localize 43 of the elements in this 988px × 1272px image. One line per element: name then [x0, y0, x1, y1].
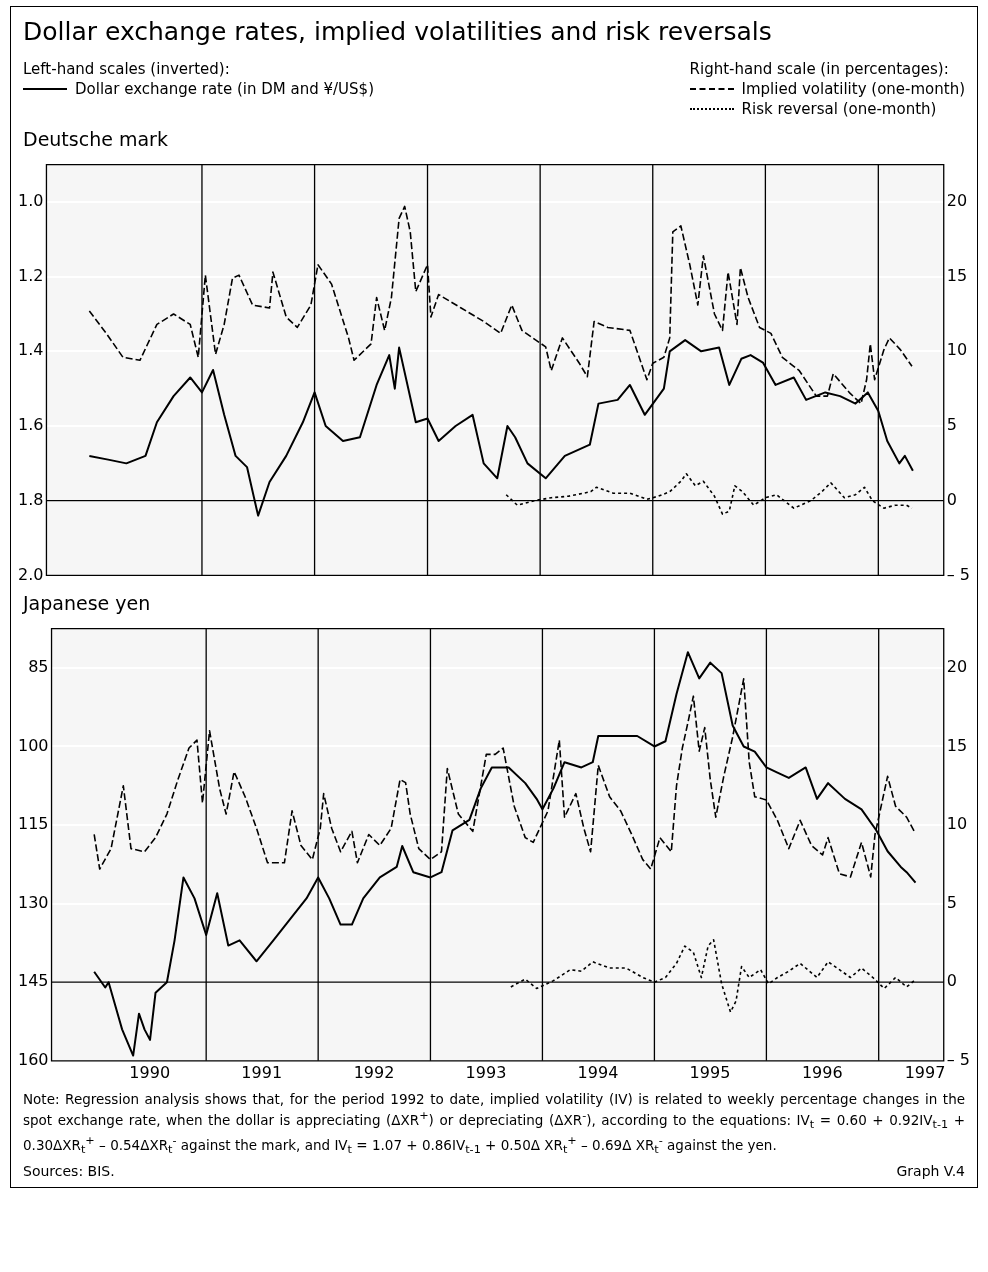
- y2-tick-label: 20: [946, 191, 968, 211]
- y2-tick-label: 5: [946, 415, 957, 435]
- x-tick-label: 1991: [241, 1062, 283, 1082]
- y-tick-label: 2.0: [17, 564, 44, 584]
- text: Right-hand scale (in percentages):: [689, 60, 950, 78]
- legend-label: Implied volatility (one-month): [741, 80, 965, 98]
- y2-tick-label: 15: [946, 265, 968, 285]
- legend-title: Left-hand scales (inverted):: [23, 60, 231, 78]
- y-tick-label: 1.0: [17, 191, 44, 211]
- y2-tick-label: 10: [946, 814, 968, 834]
- x-tick-label: 1995: [689, 1062, 731, 1082]
- y2-tick-label: – 5: [946, 1049, 970, 1069]
- y-tick-label: 130: [17, 892, 49, 912]
- chart-subtitle: Deutsche mark: [22, 127, 169, 152]
- y2-tick-label: 10: [946, 340, 968, 360]
- chart-title: Japanese yen: [21, 591, 152, 616]
- y-tick-label: 1.6: [17, 415, 44, 435]
- y-tick-label: 1.8: [17, 489, 44, 509]
- x-tick-label: 1997: [904, 1062, 946, 1082]
- y2-tick-label: 20: [946, 657, 968, 677]
- y-tick-label: 160: [17, 1049, 49, 1069]
- x-tick-label: 1994: [577, 1062, 619, 1082]
- legend-label: Risk reversal (one-month): [741, 100, 937, 118]
- y-tick-label: 1.4: [17, 340, 44, 360]
- chart-title: Dollar exchange rates, implied volatilities and risk reversals: [22, 16, 773, 48]
- y-tick-label: 100: [17, 735, 49, 755]
- text: Graph V.4: [896, 1162, 965, 1179]
- y-tick-label: 85: [28, 657, 49, 677]
- x-tick-label: 1990: [129, 1062, 171, 1082]
- text: Note: Regression analysis shows that, for the period 1992 to date, implied volatility (IV) is related to weekly percentage changes in the spot exchange rate, when the dollar is appreciating (ΔXR$^{+}$) or depreciating (ΔXR$^{-}$), according to the equations: IV$_{t}$ = 0.60 + 0.92IV$_{t-1}$ + 0.30ΔXR$_{t}$$^{+}$ – 0.54ΔXR$_{t}$$^{-}$ against the mark, and IV$_{t}$ = 1.07 + 0.86IV$_{t-1}$ + 0.50Δ XR$_{t}$$^{+}$ – 0.69Δ XR$_{t}$$^{-}$ against the yen.: [23, 1091, 965, 1156]
- x-tick-label: 1993: [465, 1062, 507, 1082]
- y-tick-label: 1.2: [17, 265, 44, 285]
- source-note: Sources: BIS.: [23, 1162, 115, 1179]
- x-tick-label: 1996: [801, 1062, 843, 1082]
- y2-tick-label: 15: [946, 735, 968, 755]
- y-tick-label: 115: [17, 814, 49, 834]
- legend-label: Dollar exchange rate (in DM and ¥/US$): [75, 80, 375, 98]
- y2-tick-label: – 5: [946, 564, 970, 584]
- y2-tick-label: 0: [946, 489, 957, 509]
- y-tick-label: 145: [17, 971, 49, 991]
- y2-tick-label: 0: [946, 971, 957, 991]
- y2-tick-label: 5: [946, 892, 957, 912]
- x-tick-label: 1992: [353, 1062, 395, 1082]
